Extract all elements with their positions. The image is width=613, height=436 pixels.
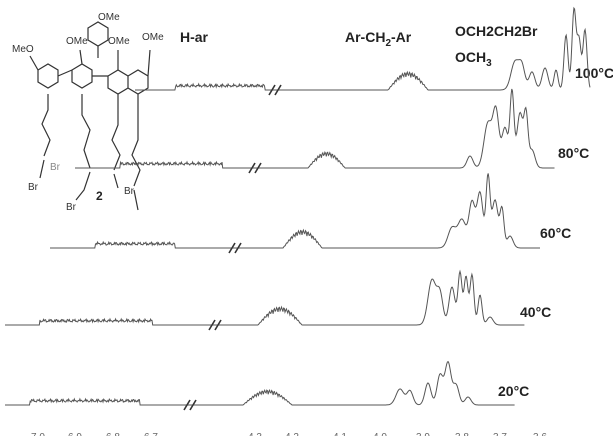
spectrum-trace — [75, 88, 555, 169]
axis-tick-label: 7.0 — [31, 432, 45, 436]
structure: OMe MeO OMe OMe OMe Br Br Br Br 2 — [12, 12, 164, 213]
axis-tick-label: 3.7 — [493, 432, 507, 436]
temperature-label: 80°C — [558, 145, 589, 161]
axis-break — [268, 84, 282, 96]
spectrum-trace — [5, 269, 525, 326]
axis-tick-label: 4.1 — [333, 432, 347, 436]
temperature-label: 20°C — [498, 383, 529, 399]
peak-label: H-ar — [180, 29, 209, 45]
substituent: Br — [124, 186, 135, 197]
substituent: OMe — [98, 12, 120, 23]
axis-break — [228, 242, 242, 254]
axis-tick-label: 6.7 — [144, 432, 158, 436]
spectrum-trace — [5, 360, 515, 406]
substituent: Br — [50, 162, 61, 173]
substituent: OMe — [108, 36, 130, 47]
axis-tick-label: 6.9 — [68, 432, 82, 436]
substituent: Br — [28, 182, 39, 193]
axis-tick-label: 3.6 — [533, 432, 547, 436]
axis-break — [208, 319, 222, 331]
spectrum-trace — [135, 6, 591, 91]
compound-number: 2 — [96, 189, 103, 203]
spectrum-trace — [50, 173, 540, 249]
axis-tick-label: 4.3 — [248, 432, 262, 436]
temperature-label: 100°C — [575, 65, 613, 81]
substituent: Br — [66, 202, 77, 213]
temperature-label: 60°C — [540, 225, 571, 241]
axis-break — [248, 162, 262, 174]
axis-tick-label: 3.8 — [455, 432, 469, 436]
substituent: MeO — [12, 44, 34, 55]
axis-tick-label: 4.2 — [285, 432, 299, 436]
peak-label: OCH2CH2Br — [455, 23, 538, 39]
substituent: OMe — [142, 32, 164, 43]
axis-tick-label: 4.0 — [373, 432, 387, 436]
temperature-label: 40°C — [520, 304, 551, 320]
structure-bonds — [29, 21, 151, 211]
peak-label: OCH3 — [455, 49, 492, 69]
axis-tick-label: 3.9 — [416, 432, 430, 436]
substituent: OMe — [66, 36, 88, 47]
axis-tick-label: 6.8 — [106, 432, 120, 436]
peak-label: Ar-CH2-Ar — [345, 29, 412, 49]
axis-break — [183, 399, 197, 411]
